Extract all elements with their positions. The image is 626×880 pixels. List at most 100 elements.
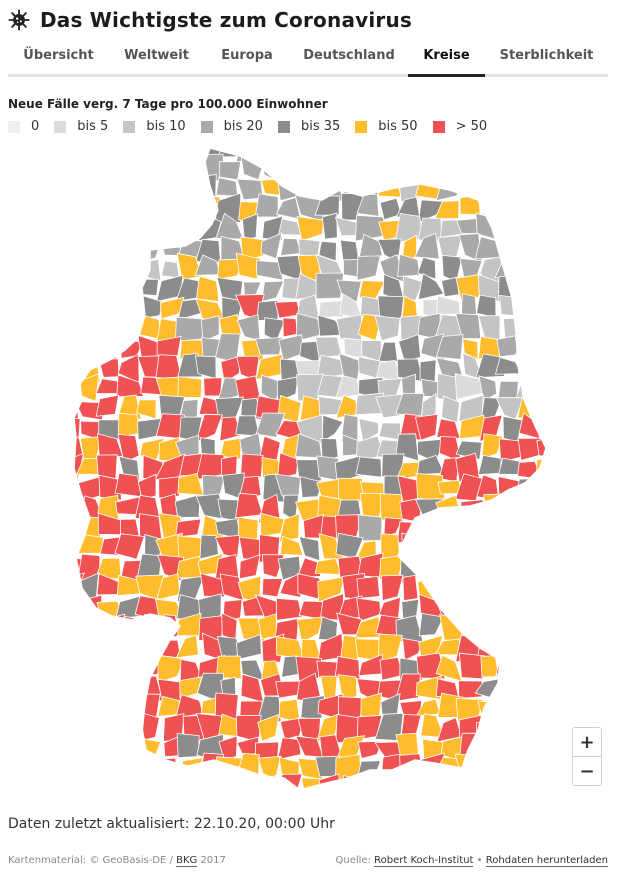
district-region[interactable] xyxy=(536,375,563,404)
district-region[interactable] xyxy=(459,576,485,599)
district-region[interactable] xyxy=(59,616,84,639)
district-region[interactable] xyxy=(96,314,125,342)
district-region[interactable] xyxy=(59,519,83,544)
district-region[interactable] xyxy=(260,232,283,260)
district-region[interactable] xyxy=(378,422,402,441)
district-region[interactable] xyxy=(60,236,81,257)
district-region[interactable] xyxy=(421,518,444,542)
zoom-in-button[interactable]: + xyxy=(579,731,595,753)
district-region[interactable] xyxy=(494,152,524,183)
district-region[interactable] xyxy=(519,513,545,542)
district-region[interactable] xyxy=(358,233,383,262)
district-region[interactable] xyxy=(137,217,160,243)
district-region[interactable] xyxy=(536,155,564,182)
district-region[interactable] xyxy=(175,518,202,538)
tab-europa[interactable]: Europa xyxy=(221,48,273,63)
district-region[interactable] xyxy=(299,475,323,498)
district-region[interactable] xyxy=(418,752,445,780)
district-region[interactable] xyxy=(62,677,84,698)
district-region[interactable] xyxy=(114,472,142,498)
district-region[interactable] xyxy=(539,574,565,601)
district-region[interactable] xyxy=(139,176,161,202)
district-region[interactable] xyxy=(96,177,124,196)
district-region[interactable] xyxy=(536,456,565,484)
district-region[interactable] xyxy=(282,153,302,180)
district-region[interactable] xyxy=(257,613,277,640)
district-region[interactable] xyxy=(517,734,542,758)
district-region[interactable] xyxy=(57,156,84,182)
district-region[interactable] xyxy=(61,773,82,797)
district-region[interactable] xyxy=(476,294,497,319)
district-region[interactable] xyxy=(134,636,160,661)
district-region[interactable] xyxy=(434,200,460,220)
district-region[interactable] xyxy=(97,214,122,241)
district-region[interactable] xyxy=(60,593,82,617)
district-region[interactable] xyxy=(414,413,439,441)
district-region[interactable] xyxy=(514,255,541,278)
download-raw-data-link[interactable]: Rohdaten herunterladen xyxy=(485,855,608,867)
district-region[interactable] xyxy=(334,138,359,162)
district-region[interactable] xyxy=(179,676,203,699)
district-region[interactable] xyxy=(496,697,525,722)
district-region[interactable] xyxy=(235,252,262,280)
district-region[interactable] xyxy=(58,254,79,284)
district-region[interactable] xyxy=(58,179,85,203)
district-region[interactable] xyxy=(398,138,422,161)
district-region[interactable] xyxy=(434,779,460,798)
district-region[interactable] xyxy=(101,138,125,161)
district-region[interactable] xyxy=(358,417,379,443)
district-region[interactable] xyxy=(396,521,422,544)
district-region[interactable] xyxy=(114,717,141,737)
district-region[interactable] xyxy=(296,557,321,578)
district-region[interactable] xyxy=(459,138,483,159)
district-region[interactable] xyxy=(461,159,482,181)
district-region[interactable] xyxy=(177,376,203,399)
district-region[interactable] xyxy=(435,534,463,555)
district-region[interactable] xyxy=(296,216,325,242)
district-region[interactable] xyxy=(55,338,85,363)
district-region[interactable] xyxy=(56,497,79,519)
district-region[interactable] xyxy=(274,138,299,160)
district-region[interactable] xyxy=(81,633,103,660)
district-region[interactable] xyxy=(57,757,82,783)
district-region[interactable] xyxy=(540,193,560,220)
district-region[interactable] xyxy=(515,138,545,155)
district-region[interactable] xyxy=(394,673,421,702)
district-region[interactable] xyxy=(276,737,302,761)
district-region[interactable] xyxy=(357,740,382,759)
tab-weltweit[interactable]: Weltweit xyxy=(124,48,189,63)
district-region[interactable] xyxy=(538,695,558,721)
district-region[interactable] xyxy=(101,773,120,798)
district-region[interactable] xyxy=(116,374,144,398)
district-region[interactable] xyxy=(474,175,501,202)
district-region[interactable] xyxy=(474,734,501,761)
district-region[interactable] xyxy=(236,314,261,342)
district-region[interactable] xyxy=(414,232,440,260)
district-region[interactable] xyxy=(420,138,446,164)
district-region[interactable] xyxy=(182,214,198,241)
district-region[interactable] xyxy=(179,757,203,783)
district-region[interactable] xyxy=(319,138,345,156)
district-region[interactable] xyxy=(298,536,321,562)
district-region[interactable] xyxy=(538,312,558,342)
district-region[interactable] xyxy=(535,537,562,564)
district-region[interactable] xyxy=(357,552,384,578)
district-region[interactable] xyxy=(518,698,543,722)
district-region[interactable] xyxy=(479,576,501,603)
district-region[interactable] xyxy=(76,777,103,799)
district-region[interactable] xyxy=(94,654,123,681)
district-region[interactable] xyxy=(61,474,82,503)
district-region[interactable] xyxy=(514,375,545,402)
district-region[interactable] xyxy=(378,633,403,663)
district-region[interactable] xyxy=(136,399,157,420)
district-region[interactable] xyxy=(237,516,259,542)
district-region[interactable] xyxy=(478,153,501,177)
district-region[interactable] xyxy=(494,217,525,244)
tab-kreise[interactable]: Kreise xyxy=(408,44,485,77)
district-region[interactable] xyxy=(95,693,122,723)
rki-link[interactable]: Robert Koch-Institut xyxy=(374,855,474,867)
district-region[interactable] xyxy=(276,376,299,403)
district-region[interactable] xyxy=(518,497,544,522)
district-region[interactable] xyxy=(295,155,323,181)
district-region[interactable] xyxy=(541,739,559,759)
